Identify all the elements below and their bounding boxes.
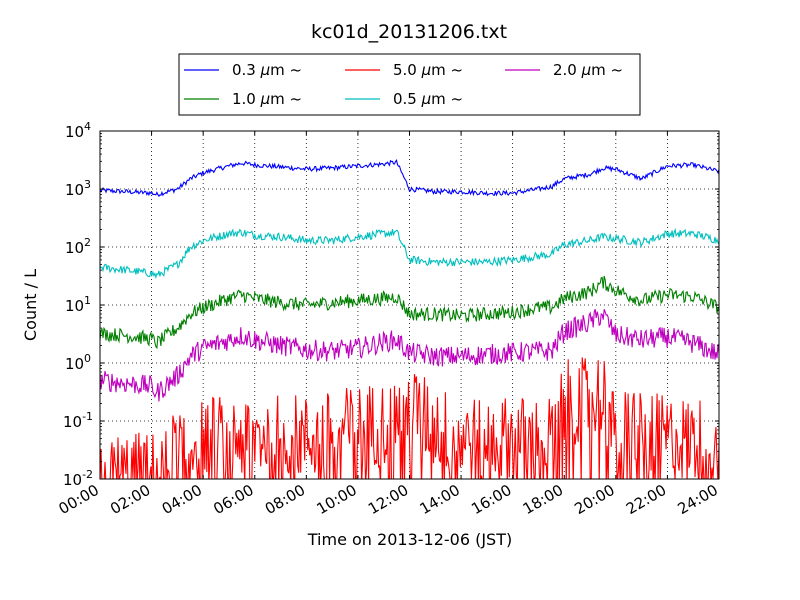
legend-entry: 5.0 μm ~ bbox=[345, 61, 463, 79]
y-tick-label: 104 bbox=[65, 120, 91, 141]
series-line-3 bbox=[100, 275, 719, 350]
legend-label: 1.0 μm ~ bbox=[232, 90, 302, 108]
series-layer bbox=[100, 158, 719, 479]
series-line-5 bbox=[100, 357, 719, 479]
y-tick-label: 102 bbox=[65, 236, 91, 257]
legend-label: 0.5 μm ~ bbox=[393, 90, 463, 108]
legend-entry: 2.0 μm ~ bbox=[505, 61, 623, 79]
legend-label: 5.0 μm ~ bbox=[393, 61, 463, 79]
legend-entry: 0.5 μm ~ bbox=[345, 90, 463, 108]
axis-ticks bbox=[99, 130, 720, 480]
legend-entry: 0.3 μm ~ bbox=[184, 61, 302, 79]
y-axis-label: Count / L bbox=[21, 269, 40, 341]
y-tick-label: 103 bbox=[65, 178, 91, 199]
series-line-4 bbox=[100, 309, 719, 402]
legend-label: 2.0 μm ~ bbox=[553, 61, 623, 79]
chart-title: kc01d_20131206.txt bbox=[311, 21, 507, 43]
legend: 0.3 μm ~ 1.0 μm ~ 5.0 μm ~ 0.5 μm ~ 2.0 μm ~ bbox=[178, 53, 641, 116]
x-axis-label: Time on 2013-12-06 (JST) bbox=[307, 530, 512, 549]
y-tick-label: 101 bbox=[65, 294, 91, 315]
series-line-1 bbox=[100, 158, 719, 198]
legend-entry: 1.0 μm ~ bbox=[184, 90, 302, 108]
y-tick-labels: 10-2 10-1 100 101 102 103 104 bbox=[63, 120, 93, 489]
legend-box bbox=[178, 53, 641, 116]
y-tick-label: 10-2 bbox=[63, 468, 93, 489]
legend-label: 0.3 μm ~ bbox=[232, 61, 302, 79]
y-tick-label: 10-1 bbox=[63, 410, 93, 431]
series-line-2 bbox=[100, 227, 719, 280]
y-tick-label: 100 bbox=[65, 352, 91, 373]
